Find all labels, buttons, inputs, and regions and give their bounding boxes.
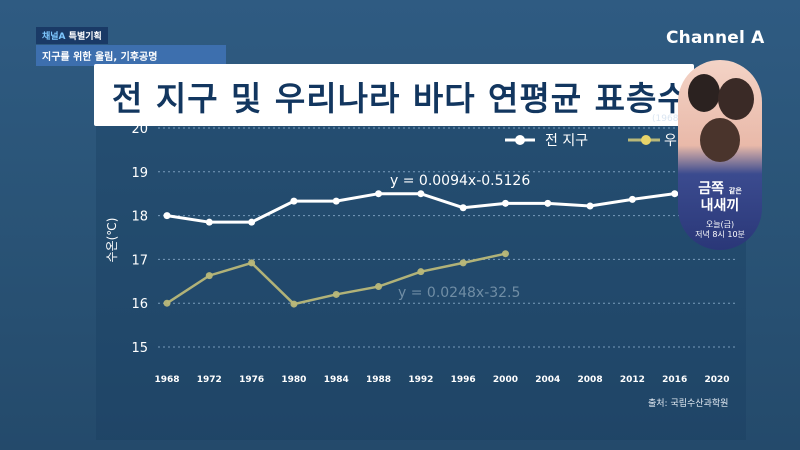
promo-title: 금쪽 같은 내새끼: [678, 182, 762, 214]
title-bar: [94, 64, 694, 126]
y-axis-label: 수온(℃): [105, 218, 119, 263]
data-point: [163, 212, 171, 220]
promo-title-line2: 내새끼: [700, 198, 740, 214]
y-tick-label: 17: [131, 253, 148, 268]
global-trend-equation: y = 0.0094x-0.5126: [390, 173, 530, 189]
x-tick-label: 1980: [281, 375, 306, 385]
y-tick-labels: 15 16 17 18 19 20: [131, 122, 148, 356]
chart-title: 전 지구 및 우리나라 바다 연평균 표층수: [112, 79, 689, 118]
data-point: [417, 268, 425, 276]
data-point: [248, 259, 256, 267]
grid-lines: [158, 127, 735, 348]
x-tick-label: 2016: [662, 375, 687, 385]
data-point: [205, 218, 213, 226]
channel-logo: Channel A: [666, 28, 765, 48]
promo-schedule: 오늘(금) 저녁 8시 10분: [678, 220, 762, 240]
data-point: [205, 272, 213, 280]
data-point: [290, 300, 298, 308]
data-point: [459, 204, 467, 212]
y-tick-label: 19: [131, 166, 148, 181]
data-point: [586, 202, 594, 210]
special-tag: 특별기획: [68, 32, 102, 42]
x-tick-label: 2008: [578, 375, 603, 385]
data-point: [628, 195, 636, 203]
legend-global-marker: [515, 135, 525, 145]
data-point: [332, 290, 340, 298]
channel-tag: 채널A 특별기획: [36, 27, 108, 44]
y-tick-label: 18: [131, 210, 148, 225]
x-tick-label: 2004: [535, 375, 560, 385]
data-point: [501, 250, 509, 258]
legend-global-label: 전 지구: [545, 133, 588, 149]
series-line: [166, 192, 718, 224]
legend-korea-label: 우: [664, 133, 677, 149]
y-tick-label: 16: [131, 297, 148, 312]
program-subtitle: 지구를 위한 울림, 기후공명: [36, 45, 226, 66]
data-point: [501, 199, 509, 207]
legend-year-note: (1968: [652, 114, 679, 124]
x-tick-label: 1972: [197, 375, 222, 385]
promo-person-2: [718, 78, 754, 120]
program-badge: 채널A 특별기획 지구를 위한 울림, 기후공명: [36, 24, 226, 66]
promo-title-line1: 금쪽: [698, 181, 724, 197]
x-tick-label: 1976: [239, 375, 264, 385]
data-point: [248, 218, 256, 226]
x-tick-label: 1984: [324, 375, 349, 385]
data-point: [163, 299, 171, 307]
korea-trend-equation: y = 0.0248x-32.5: [398, 285, 520, 301]
x-tick-label: 1992: [408, 375, 433, 385]
y-tick-label: 20: [131, 122, 148, 137]
data-point: [332, 197, 340, 205]
data-point: [544, 199, 552, 207]
promo-time: 저녁 8시 10분: [695, 230, 745, 239]
data-point: [375, 190, 383, 198]
y-tick-label: 15: [131, 341, 148, 356]
series-korea: [163, 250, 509, 308]
series-global: [163, 190, 721, 226]
x-tick-label: 2000: [493, 375, 518, 385]
channel-name: 채널A: [42, 32, 66, 42]
promo-person-3: [700, 118, 740, 162]
x-tick-label: 1996: [451, 375, 476, 385]
x-tick-label: 1968: [154, 375, 179, 385]
source-credit: 출처: 국립수산과학원: [648, 399, 729, 409]
data-point: [459, 259, 467, 267]
legend-korea-marker: [641, 135, 651, 145]
promo-person-1: [688, 74, 720, 112]
x-tick-labels: 1968 1972 1976 1980 1984 1988 1992 1996 2000 2004…: [154, 375, 729, 385]
x-tick-label: 1988: [366, 375, 391, 385]
legend: 전 지구 우: [505, 133, 677, 149]
promo-small: 같은: [728, 187, 742, 195]
promo-ad[interactable]: 금쪽 같은 내새끼 오늘(금) 저녁 8시 10분: [678, 60, 762, 250]
data-point: [417, 190, 425, 198]
data-point: [375, 283, 383, 291]
x-tick-label: 2012: [620, 375, 645, 385]
data-point: [290, 197, 298, 205]
x-tick-label: 2020: [704, 375, 729, 385]
promo-day: 오늘(금): [705, 220, 735, 229]
data-point: [671, 190, 679, 198]
